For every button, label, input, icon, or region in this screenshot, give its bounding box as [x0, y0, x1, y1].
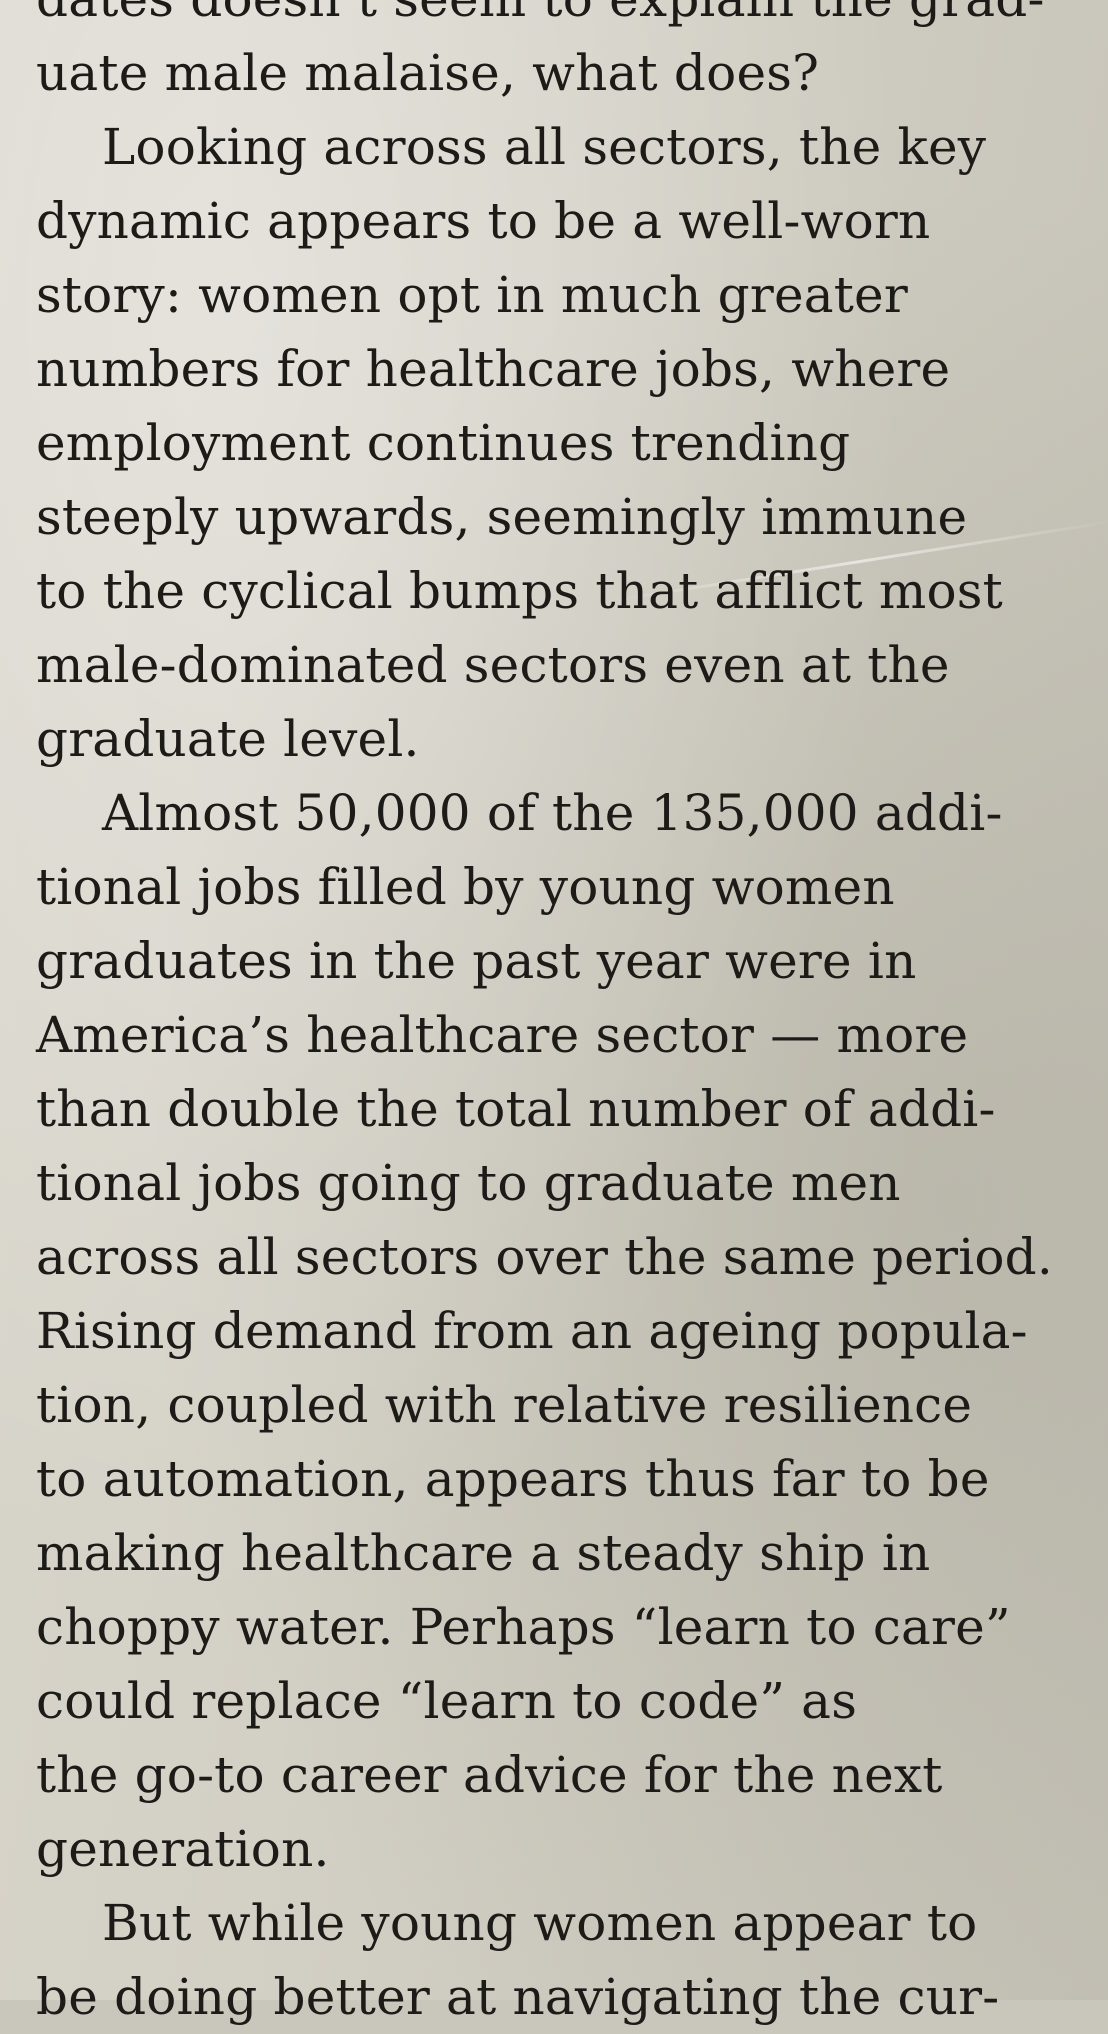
text-line: the go-to career advice for the next — [36, 1746, 943, 1804]
text-line: to automation, appears thus far to be — [36, 1450, 990, 1508]
text-line: numbers for healthcare jobs, where — [36, 340, 951, 398]
text-line: choppy water. Perhaps “learn to care” — [36, 1598, 1011, 1656]
article-column: dates doesn’t seem to explain the grad- … — [36, 0, 1060, 2034]
paragraph-start-line: But while young women appear to — [102, 1894, 978, 1952]
text-line: generation. — [36, 1820, 330, 1878]
text-line: uate male malaise, what does? — [36, 44, 820, 102]
paragraph-start-line: Looking across all sectors, the key — [102, 118, 987, 176]
text-line: America’s healthcare sector — more — [36, 1006, 969, 1064]
text-line: tional jobs going to graduate men — [36, 1154, 901, 1212]
text-line: could replace “learn to code” as — [36, 1672, 858, 1730]
text-line: story: women opt in much greater — [36, 266, 908, 324]
text-line: graduates in the past year were in — [36, 932, 917, 990]
text-line: Rising demand from an ageing popula- — [36, 1302, 1028, 1360]
text-line: male-dominated sectors even at the — [36, 636, 950, 694]
paragraph-start-line: Almost 50,000 of the 135,000 addi- — [102, 784, 1003, 842]
text-line: be doing better at navigating the cur- — [36, 1968, 1000, 2026]
text-line: to the cyclical bumps that afflict most — [36, 562, 1003, 620]
text-line: than double the total number of addi- — [36, 1080, 996, 1138]
text-line: making healthcare a steady ship in — [36, 1524, 931, 1582]
text-line: tional jobs filled by young women — [36, 858, 895, 916]
text-line: employment continues trending — [36, 414, 851, 472]
text-line: steeply upwards, seemingly immune — [36, 488, 968, 546]
text-line: dynamic appears to be a well-worn — [36, 192, 931, 250]
text-line: tion, coupled with relative resilience — [36, 1376, 973, 1434]
text-line: graduate level. — [36, 710, 420, 768]
text-line: across all sectors over the same period. — [36, 1228, 1053, 1286]
text-line: dates doesn’t seem to explain the grad- — [36, 0, 1060, 36]
